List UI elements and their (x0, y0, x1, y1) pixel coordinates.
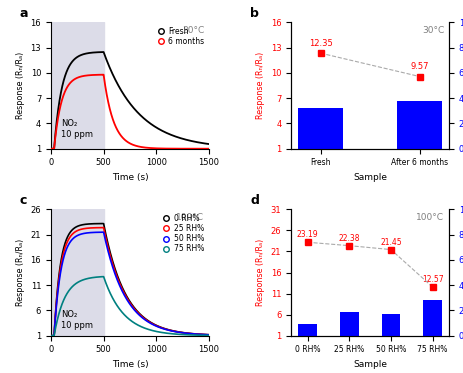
Text: a: a (19, 7, 28, 20)
Text: 320: 320 (313, 111, 329, 120)
Text: 100°C: 100°C (416, 213, 444, 222)
Bar (423, 300, 442, 336)
Text: NO₂
10 ppm: NO₂ 10 ppm (62, 310, 94, 330)
Text: 279: 279 (425, 302, 440, 311)
Text: d: d (250, 194, 259, 207)
Bar (382, 314, 400, 336)
Bar (397, 101, 442, 149)
Bar (51, 209, 104, 336)
Text: 30°C: 30°C (422, 26, 444, 35)
Text: 23.19: 23.19 (297, 230, 319, 239)
Bar (51, 22, 104, 149)
Legend: 0 RH%, 25 RH%, 50 RH%, 75 RH%: 0 RH%, 25 RH%, 50 RH%, 75 RH% (161, 213, 205, 254)
X-axis label: Sample: Sample (353, 360, 387, 369)
Bar (298, 108, 343, 149)
Text: 30°C: 30°C (182, 26, 204, 35)
Y-axis label: Response (Rₙ/Rₐ): Response (Rₙ/Rₐ) (16, 52, 25, 119)
Text: 377: 377 (412, 104, 428, 113)
Text: 186: 186 (342, 314, 357, 323)
X-axis label: Time (s): Time (s) (112, 173, 148, 182)
Bar (298, 323, 317, 336)
Text: 96: 96 (303, 325, 313, 334)
Text: 100°C: 100°C (176, 213, 204, 222)
Y-axis label: Response (Rₙ/Rₐ): Response (Rₙ/Rₐ) (256, 52, 265, 119)
Text: 170: 170 (384, 316, 398, 325)
Y-axis label: Response (Rₙ/Rₐ): Response (Rₙ/Rₐ) (16, 239, 25, 306)
X-axis label: Sample: Sample (353, 173, 387, 182)
Legend: Fresh, 6 months: Fresh, 6 months (155, 26, 205, 47)
Text: 12.35: 12.35 (309, 39, 332, 48)
Y-axis label: Response (Rₙ/Rₐ): Response (Rₙ/Rₐ) (256, 239, 265, 306)
Text: 22.38: 22.38 (338, 234, 360, 243)
Text: NO₂
10 ppm: NO₂ 10 ppm (62, 119, 94, 139)
Text: c: c (19, 194, 27, 207)
X-axis label: Time (s): Time (s) (112, 360, 148, 369)
Text: 21.45: 21.45 (380, 238, 402, 247)
Bar (340, 312, 359, 336)
Text: 9.57: 9.57 (410, 63, 429, 72)
Text: 12.57: 12.57 (422, 275, 444, 284)
Text: b: b (250, 7, 259, 20)
